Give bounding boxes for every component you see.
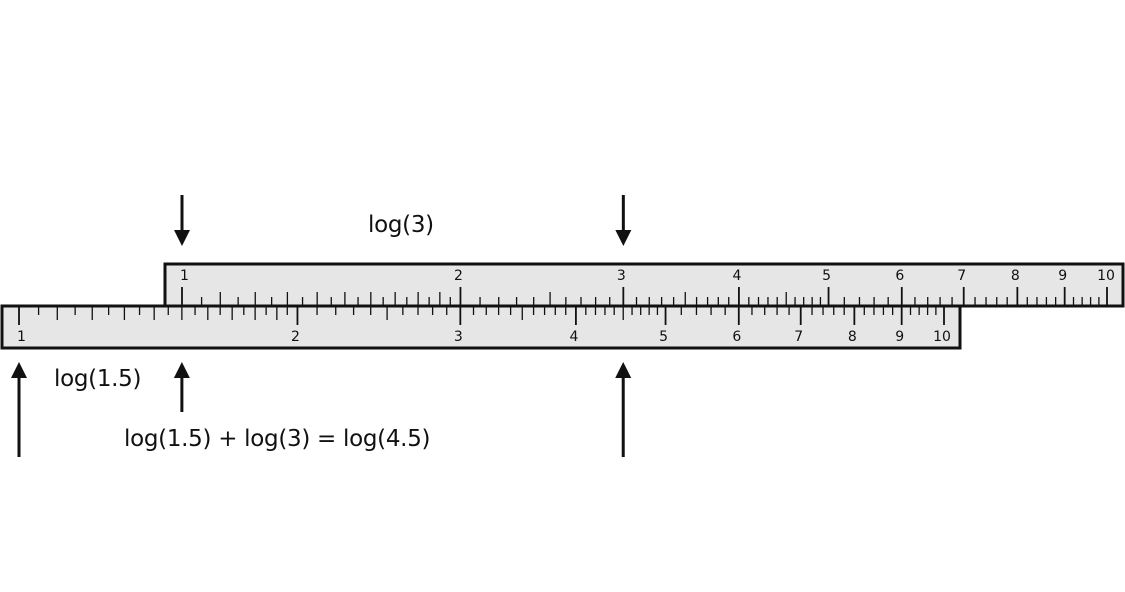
lower-rule-label: 6 (732, 329, 741, 345)
pointers-layer (11, 195, 632, 457)
lower-rule-label: 1 (17, 329, 26, 345)
lower-rule-label: 9 (895, 329, 904, 345)
lower-rule-body (0, 304, 962, 350)
pointer-up-at-lower-1.5 (173, 362, 190, 412)
upper-rule-body (163, 262, 1125, 308)
arrow-head (615, 230, 632, 246)
upper-rule-label: 3 (617, 268, 626, 284)
arrow-head (11, 362, 27, 378)
lower-rule-label: 2 (291, 329, 300, 345)
lower-rule-label: 10 (933, 329, 951, 345)
lower-rule-label: 7 (794, 329, 803, 345)
lower-rule-label: 5 (659, 329, 668, 345)
pointer-down-at-upper-1 (174, 195, 190, 246)
upper-rule-label: 10 (1097, 268, 1115, 284)
arrow-head (615, 362, 632, 378)
upper-rule[interactable]: 1 2 3 4 5 6 7 8 9 10 (163, 262, 1125, 308)
upper-rule-label: 8 (1011, 268, 1020, 284)
caption-log-3: log(3) (368, 212, 434, 238)
lower-rule-label: 4 (569, 329, 578, 345)
lower-rule-label: 3 (454, 329, 463, 345)
rules-layer: 1 2 3 4 5 6 7 8 9 10 1 2 3 4 5 6 7 8 9 10 (0, 262, 1125, 350)
upper-rule-label: 1 (180, 268, 189, 284)
arrow-head (174, 230, 190, 246)
pointer-down-at-upper-3 (615, 195, 632, 246)
arrow-head (173, 362, 190, 378)
lower-rule[interactable]: 1 2 3 4 5 6 7 8 9 10 (0, 304, 962, 350)
upper-rule-label: 5 (822, 268, 831, 284)
upper-rule-label: 2 (454, 268, 463, 284)
lower-rule-label: 8 (848, 329, 857, 345)
pointer-up-at-lower-4.5 (615, 362, 632, 457)
upper-rule-label: 7 (957, 268, 966, 284)
caption-sum-equation: log(1.5) + log(3) = log(4.5) (124, 426, 431, 452)
upper-rule-label: 6 (895, 268, 904, 284)
upper-rule-label: 4 (732, 268, 741, 284)
caption-log-1-5: log(1.5) (54, 366, 142, 392)
upper-rule-label: 9 (1058, 268, 1067, 284)
pointer-up-at-lower-1 (11, 362, 27, 457)
